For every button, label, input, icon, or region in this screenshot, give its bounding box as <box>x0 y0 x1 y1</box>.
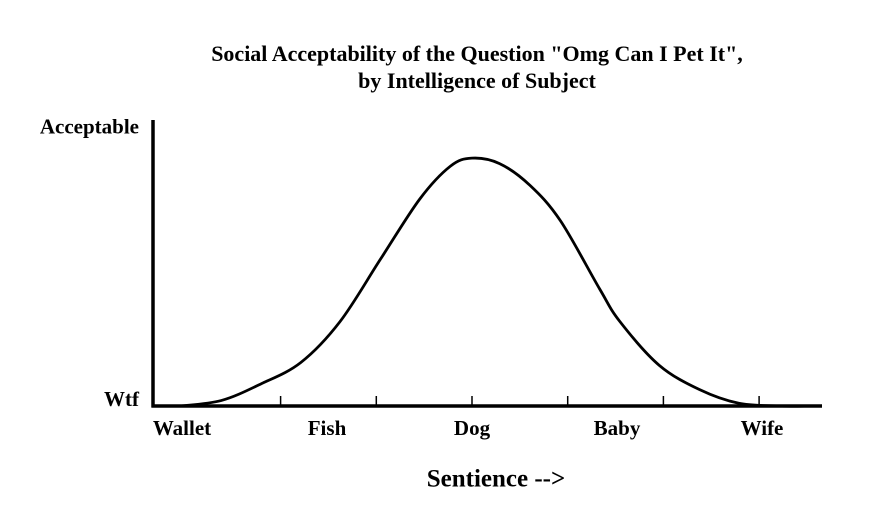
y-tick-label: Wtf <box>104 387 140 411</box>
x-axis-label: Sentience --> <box>427 466 566 493</box>
x-tick-label: Wallet <box>153 416 211 440</box>
chart-title: Social Acceptability of the Question "Om… <box>211 41 743 66</box>
x-tick-label: Wife <box>741 416 784 440</box>
chart-title: by Intelligence of Subject <box>358 68 596 93</box>
x-tick-label: Fish <box>308 416 347 440</box>
x-tick-label: Dog <box>454 416 491 440</box>
curve <box>180 156 810 408</box>
x-tick-label: Baby <box>594 416 641 440</box>
y-tick-label: Acceptable <box>40 114 139 138</box>
